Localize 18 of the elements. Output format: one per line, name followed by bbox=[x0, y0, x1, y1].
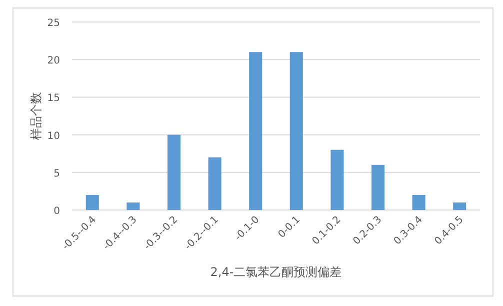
y-axis-title: 样品个数 bbox=[29, 92, 43, 140]
y-tick-label: 15 bbox=[47, 93, 60, 104]
bar bbox=[412, 194, 426, 210]
y-tick-label: 0 bbox=[54, 206, 60, 217]
x-axis-title: 2,4-二氯苯乙酮预测偏差 bbox=[210, 265, 342, 279]
bar bbox=[86, 194, 99, 210]
bar bbox=[249, 52, 262, 210]
y-tick-label: 10 bbox=[47, 130, 60, 142]
bar bbox=[208, 157, 222, 210]
bar bbox=[167, 134, 181, 210]
y-tick-label: 25 bbox=[47, 18, 60, 29]
bar bbox=[371, 164, 385, 210]
y-tick-label: 20 bbox=[47, 56, 60, 67]
bar bbox=[453, 202, 466, 210]
bar bbox=[126, 202, 140, 210]
y-tick-label: 5 bbox=[54, 168, 60, 180]
bar bbox=[330, 150, 344, 210]
bar bbox=[290, 52, 303, 210]
